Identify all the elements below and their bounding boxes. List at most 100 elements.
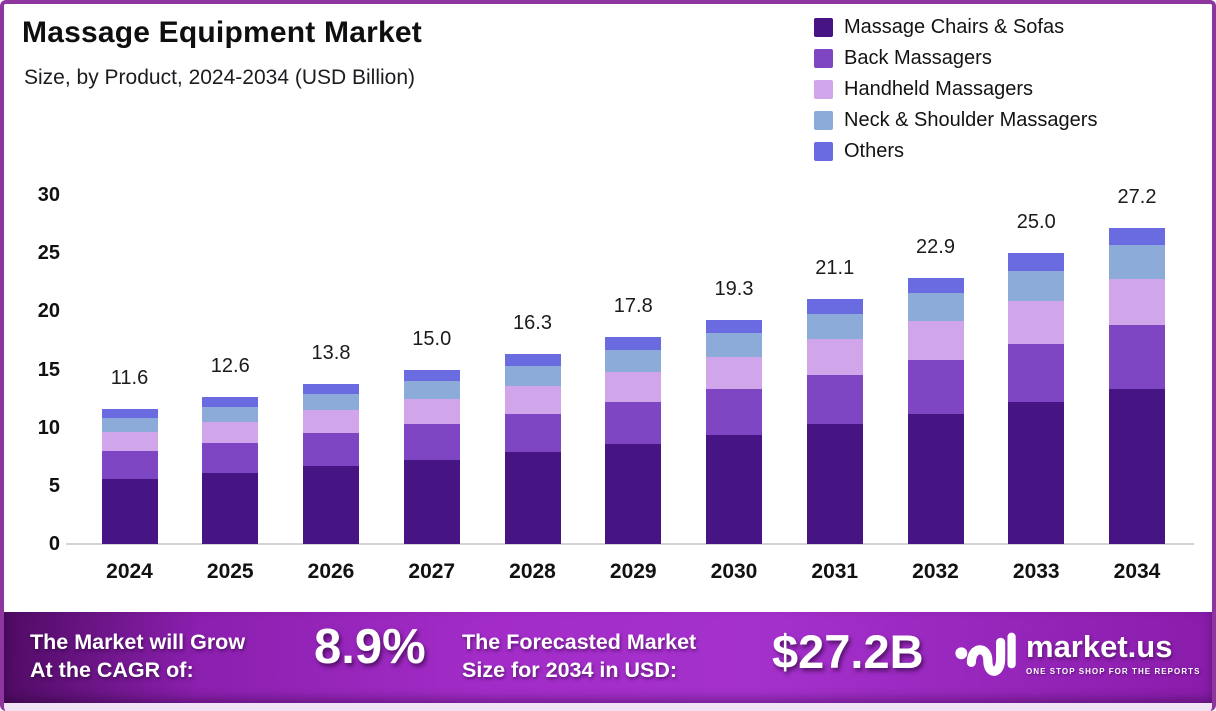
x-axis-label: 2031 xyxy=(811,560,859,583)
bar-segment xyxy=(605,336,662,350)
bar-group-2033 xyxy=(1008,253,1065,544)
bar-segment xyxy=(605,402,662,444)
bar-segment xyxy=(706,434,762,544)
bar-segment xyxy=(1008,402,1065,544)
x-axis-label: 2028 xyxy=(509,560,556,583)
bar-segment xyxy=(605,371,662,403)
bar-segment xyxy=(806,313,863,340)
y-axis-tick-label: 25 xyxy=(37,242,60,265)
bar-segment xyxy=(101,409,158,419)
brand-name: market.us xyxy=(1026,629,1173,664)
bar-segment xyxy=(605,443,662,544)
bar-segment xyxy=(1008,300,1065,344)
bar-value-label: 17.8 xyxy=(613,294,653,317)
bar-segment xyxy=(806,424,863,544)
bar-value-label: 11.6 xyxy=(110,367,149,390)
legend-swatch-icon xyxy=(814,18,833,37)
bar-group-2025 xyxy=(202,397,259,544)
forecast-label-line2: Size for 2034 in USD: xyxy=(462,657,678,682)
x-axis-label: 2026 xyxy=(307,560,355,583)
x-axis-label: 2030 xyxy=(710,560,758,583)
y-axis-tick-label: 10 xyxy=(37,416,60,439)
bar-segment xyxy=(202,442,259,474)
bar-segment xyxy=(101,432,158,451)
bar-segment xyxy=(202,473,259,544)
x-axis-label: 2025 xyxy=(206,560,254,583)
market-us-logo-icon xyxy=(955,632,1016,676)
legend-item: Handheld Massagers xyxy=(814,74,1097,105)
bar-segment xyxy=(1109,245,1165,279)
bar-segment xyxy=(202,406,259,422)
bar-segment xyxy=(403,398,460,425)
bar-segment xyxy=(806,375,863,425)
bar-group-2027 xyxy=(403,369,460,544)
bar-segment xyxy=(1008,343,1065,403)
legend-swatch-icon xyxy=(814,142,833,161)
bar-segment xyxy=(504,413,561,453)
bar-segment xyxy=(403,460,460,544)
bar-segment xyxy=(303,410,359,434)
bar-segment xyxy=(1008,253,1065,271)
legend-swatch-icon xyxy=(814,111,833,130)
bar-segment xyxy=(1109,278,1165,326)
legend-item: Back Massagers xyxy=(814,43,1097,74)
bar-segment xyxy=(403,369,460,382)
bar-group-2034 xyxy=(1109,227,1165,544)
y-axis-tick-label: 0 xyxy=(48,533,60,555)
bottom-banner: The Market will Grow At the CAGR of: 8.9… xyxy=(4,612,1212,703)
chart-legend: Massage Chairs & Sofas Back Massagers Hand… xyxy=(814,12,1097,167)
bar-segment xyxy=(706,356,762,390)
bar-segment xyxy=(706,389,762,435)
bar-segment xyxy=(1008,270,1065,301)
bar-segment xyxy=(605,349,662,372)
bar-value-label: 25.0 xyxy=(1016,211,1056,234)
bar-segment xyxy=(1109,389,1165,544)
bar-segment xyxy=(303,383,359,394)
bar-segment xyxy=(504,354,561,367)
x-axis-line xyxy=(66,543,1194,545)
x-axis-label: 2033 xyxy=(1012,560,1060,583)
bar-segment xyxy=(101,450,158,479)
forecast-label-line1: The Forecasted Market xyxy=(462,630,697,654)
bar-group-2026 xyxy=(303,383,359,544)
legend-label: Neck & Shoulder Massagers xyxy=(844,109,1098,131)
chart-canvas: Massage Equipment Market Size, by Produc… xyxy=(4,4,1212,612)
bar-segment xyxy=(907,413,964,544)
x-axis-label: 2034 xyxy=(1113,560,1161,583)
bar-group-2031 xyxy=(806,298,863,544)
bar-segment xyxy=(101,478,158,544)
bottom-strip xyxy=(4,703,1212,711)
bar-segment xyxy=(303,433,359,467)
bar-group-2032 xyxy=(907,277,964,544)
bar-segment xyxy=(907,292,964,321)
legend-swatch-icon xyxy=(814,80,833,99)
bar-segment xyxy=(706,319,762,334)
market-us-logo: market.us ONE STOP SHOP FOR THE REPORTS xyxy=(954,627,1200,685)
bar-group-2030 xyxy=(706,319,762,544)
forecast-value: $27.2B xyxy=(772,625,924,678)
bar-group-2024 xyxy=(101,409,158,544)
legend-label: Others xyxy=(844,140,905,162)
bar-value-label: 12.6 xyxy=(210,355,250,378)
y-axis-tick-label: 30 xyxy=(37,184,60,207)
bar-segment xyxy=(202,421,259,443)
bar-segment xyxy=(907,320,964,361)
legend-item: Others xyxy=(814,136,1097,167)
y-axis-tick-label: 15 xyxy=(37,358,60,381)
bar-segment xyxy=(303,466,359,544)
bar-segment xyxy=(1109,227,1165,246)
bar-value-label: 21.1 xyxy=(815,256,855,279)
bar-segment xyxy=(504,366,561,386)
cagr-label-line1: The Market will Grow xyxy=(30,630,246,654)
brand-tagline: ONE STOP SHOP FOR THE REPORTS xyxy=(1026,667,1201,676)
legend-item: Massage Chairs & Sofas xyxy=(814,12,1097,43)
x-axis-label: 2024 xyxy=(106,560,153,583)
bar-segment xyxy=(504,452,561,544)
plot-area: 0 5 10 15 20 25 30 11.6 2024 12.6 2025 13.8 2026 15.0… xyxy=(4,4,1212,612)
bar-segment xyxy=(806,298,863,314)
legend-label: Back Massagers xyxy=(844,47,992,69)
bar-segment xyxy=(706,333,762,357)
chart-subtitle: Size, by Product, 2024-2034 (USD Billion… xyxy=(24,66,416,89)
page-title: Massage Equipment Market xyxy=(22,16,422,49)
